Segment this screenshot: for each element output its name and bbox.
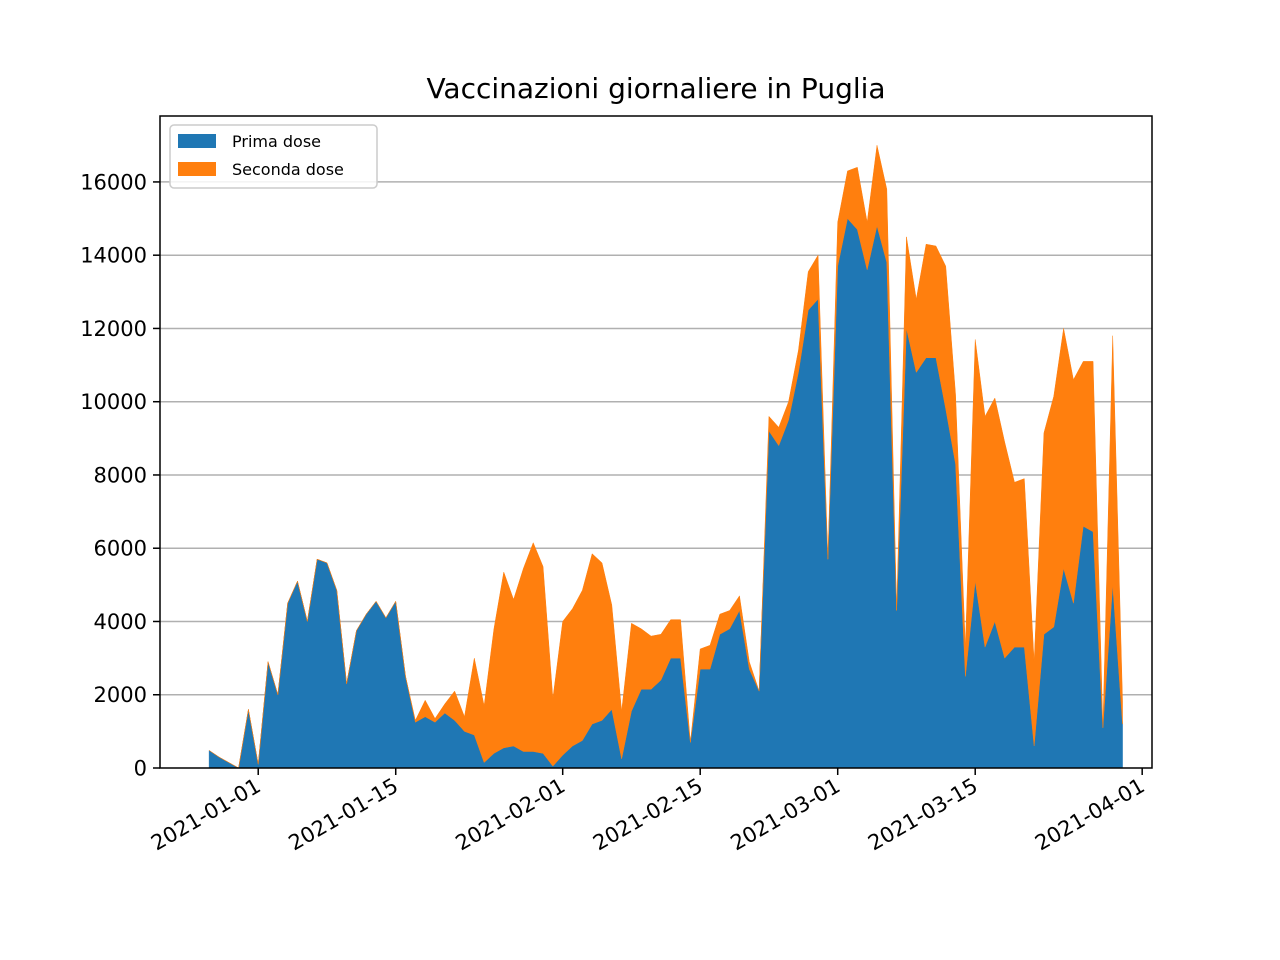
legend-label: Seconda dose bbox=[232, 160, 344, 179]
y-tick-label: 16000 bbox=[80, 170, 147, 194]
y-tick-label: 6000 bbox=[94, 537, 147, 561]
y-tick-label: 8000 bbox=[94, 463, 147, 487]
chart-title: Vaccinazioni giornaliere in Puglia bbox=[426, 72, 885, 105]
legend-label: Prima dose bbox=[232, 132, 321, 151]
y-tick-label: 4000 bbox=[94, 610, 147, 634]
legend-swatch bbox=[178, 134, 216, 148]
y-tick-label: 14000 bbox=[80, 244, 147, 268]
plot-frame bbox=[159, 115, 1153, 769]
legend-swatch bbox=[178, 162, 216, 176]
legend: Prima dose Seconda dose bbox=[169, 124, 378, 189]
y-tick-label: 0 bbox=[134, 757, 147, 781]
area-seconda-dose bbox=[208, 145, 1123, 769]
legend-box bbox=[169, 124, 378, 189]
y-tick-label: 10000 bbox=[80, 390, 147, 414]
y-tick-label: 12000 bbox=[80, 317, 147, 341]
y-tick-label: 2000 bbox=[94, 683, 147, 707]
y-axis: 0 2000 4000 6000 8000 10000 12000 14000 16000 bbox=[80, 170, 160, 781]
